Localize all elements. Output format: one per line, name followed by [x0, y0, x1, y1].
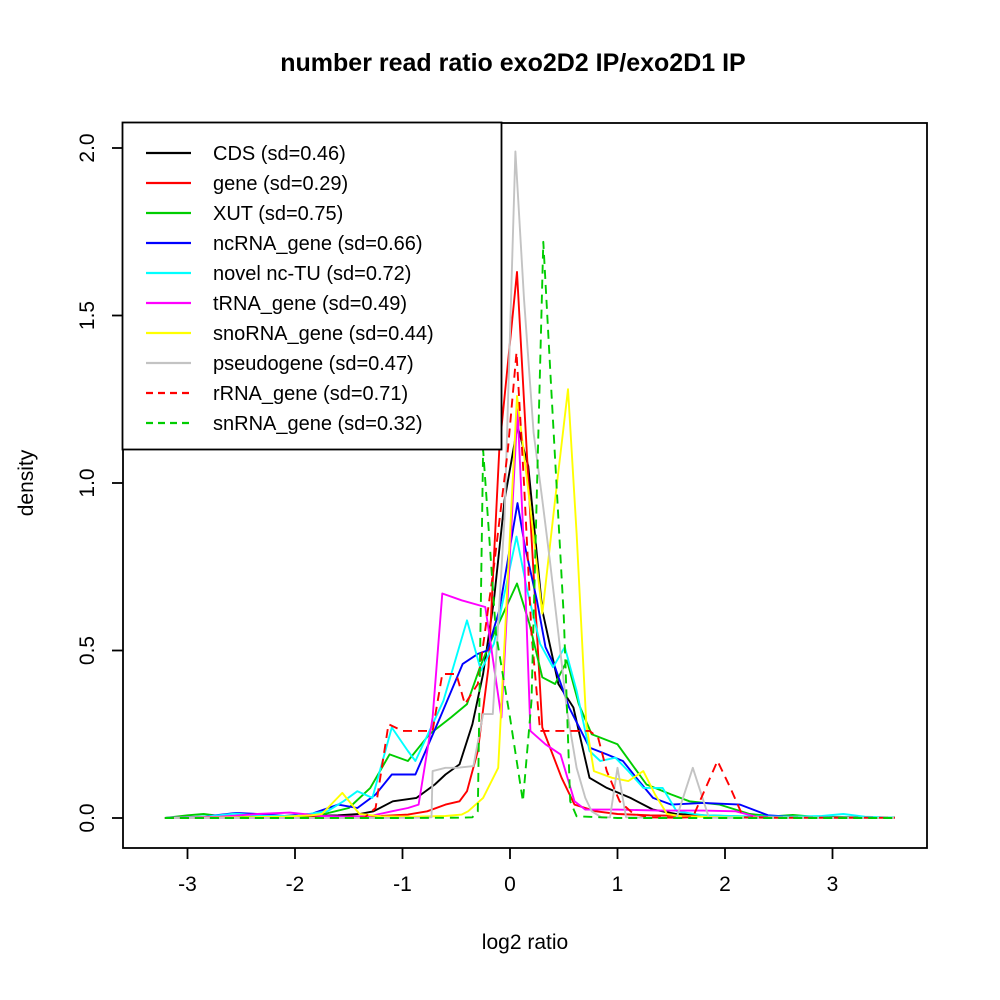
- y-axis-title: density: [15, 449, 38, 516]
- density-curve-snorna_gene: [164, 388, 895, 819]
- density-curve-cds: [164, 425, 895, 819]
- density-curve-rrna_gene: [164, 351, 895, 819]
- chart-title: number read ratio exo2D2 IP/exo2D1 IP: [280, 49, 745, 77]
- legend-entry-label: CDS (sd=0.46): [213, 143, 346, 165]
- legend-entry-label: novel nc-TU (sd=0.72): [213, 263, 411, 285]
- legend-entry-label: snRNA_gene (sd=0.32): [213, 413, 423, 435]
- legend-box: [121, 121, 503, 451]
- y-axis-tick-label: 0.5: [76, 636, 99, 665]
- density-curve-ncrna_gene: [164, 502, 895, 819]
- plot-dynamic-layer: -3 -2 -1 0 1 2 3 0.0 0.5 1.0 1.5 2.0 CDS (sd=0.46) ge…: [76, 121, 928, 896]
- x-axis-tick-label: 2: [719, 873, 731, 896]
- density-curve-snrna_gene: [164, 240, 895, 819]
- y-axis-tick-label: 0.0: [76, 803, 99, 832]
- y-axis-tick-label: 2.0: [76, 133, 99, 162]
- legend-entry-label: snoRNA_gene (sd=0.44): [213, 323, 434, 345]
- legend-entry-label: XUT (sd=0.75): [213, 203, 343, 225]
- x-axis-tick-label: 0: [504, 873, 516, 896]
- legend-entry-label: rRNA_gene (sd=0.71): [213, 383, 408, 405]
- plot-box: [122, 122, 928, 849]
- density-curve-novel: [164, 535, 895, 819]
- legend-entry-label: tRNA_gene (sd=0.49): [213, 293, 407, 315]
- x-axis-tick-label: 3: [827, 873, 839, 896]
- x-axis-title: log2 ratio: [482, 931, 568, 954]
- x-axis-tick-label: -2: [286, 873, 305, 896]
- y-axis-tick-label: 1.0: [76, 468, 99, 497]
- x-axis-tick-label: -3: [178, 873, 197, 896]
- legend-entry-label: gene (sd=0.29): [213, 173, 348, 195]
- x-axis-tick-label: -1: [393, 873, 412, 896]
- y-axis-tick-label: 1.5: [76, 301, 99, 330]
- x-axis-tick-label: 1: [612, 873, 624, 896]
- legend-entry-label: ncRNA_gene (sd=0.66): [213, 233, 423, 255]
- legend-entry-label: pseudogene (sd=0.47): [213, 353, 414, 375]
